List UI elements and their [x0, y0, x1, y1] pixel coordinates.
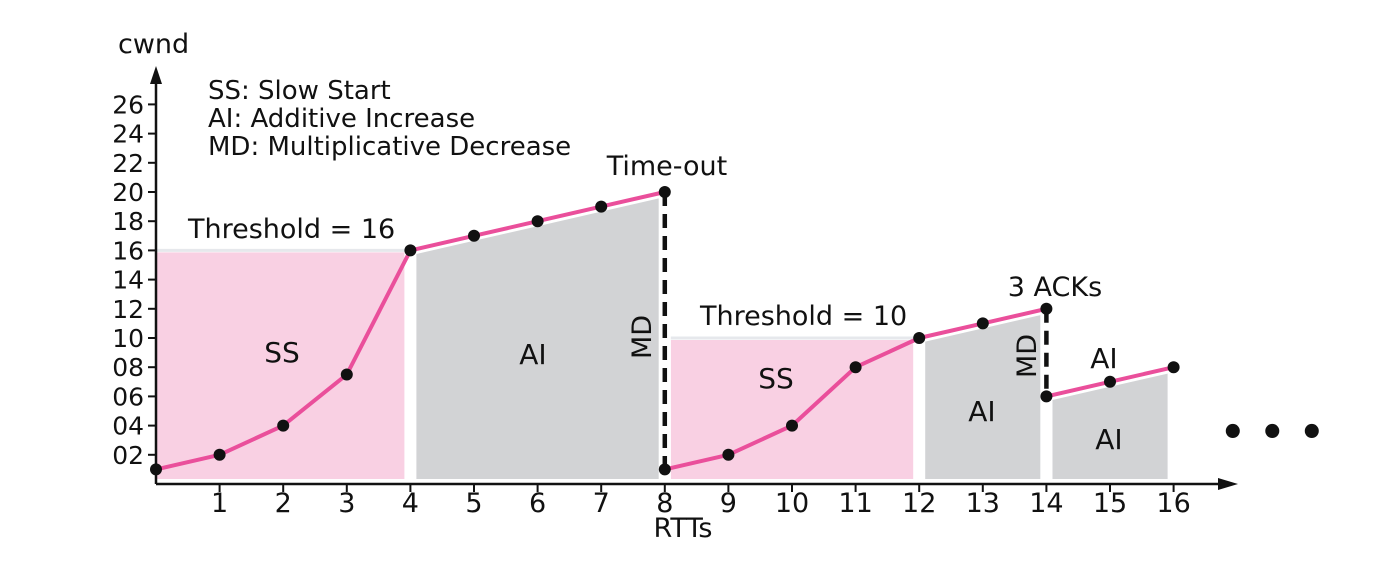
- region-ai-4: [925, 315, 1041, 479]
- phase-regions: [156, 198, 1168, 479]
- y-tick-label-16: 16: [112, 236, 144, 265]
- region-label-ai-extra: AI: [1090, 342, 1117, 375]
- region-label-ai-1: AI: [519, 338, 546, 371]
- x-tick-label-16: 16: [1156, 488, 1190, 519]
- y-tick-label-26: 26: [112, 90, 144, 119]
- threshold-16-label: Threshold = 16: [187, 214, 395, 245]
- cwnd-point-1-0: [150, 463, 162, 476]
- cwnd-point-2-12: [913, 332, 926, 344]
- y-tick-label-4: 04: [112, 412, 144, 441]
- cwnd-point-1-8: [658, 186, 671, 198]
- cwnd-point-2-9: [722, 448, 735, 461]
- region-label-ai-3: AI: [1095, 423, 1122, 456]
- cwnd-points: [150, 186, 1180, 476]
- x-tick-label-1: 1: [211, 488, 228, 519]
- x-tick-label-7: 7: [593, 488, 610, 519]
- cwnd-point-1-6: [531, 215, 544, 228]
- md-label-three-acks: MD: [1012, 334, 1043, 378]
- y-tick-label-22: 22: [112, 149, 144, 178]
- region-label-ss-2: SS: [758, 362, 794, 395]
- y-tick-label-14: 14: [112, 266, 144, 295]
- y-tick-label-20: 20: [112, 178, 144, 207]
- axes: [150, 66, 1238, 490]
- continuation-ellipsis: • • •: [1220, 410, 1325, 456]
- x-tick-label-11: 11: [838, 488, 872, 519]
- x-tick-label-9: 9: [720, 488, 737, 519]
- cwnd-point-3-14: [1040, 390, 1053, 403]
- region-ai-5: [1052, 373, 1168, 479]
- region-ss-1: [156, 252, 405, 479]
- y-tick-label-12: 12: [112, 295, 144, 324]
- cwnd-point-3-15: [1104, 375, 1116, 388]
- region-label-ss-1: SS: [264, 336, 300, 369]
- y-tick-label-6: 06: [112, 382, 144, 411]
- cwnd-point-2-10: [786, 419, 798, 432]
- region-ss-3: [670, 340, 914, 479]
- x-axis-arrow-icon: [1218, 478, 1238, 490]
- x-tick-label-4: 4: [402, 488, 419, 519]
- x-tick-label-12: 12: [902, 488, 936, 519]
- x-tick-label-2: 2: [275, 488, 292, 519]
- y-tick-label-24: 24: [112, 120, 144, 149]
- x-tick-label-5: 5: [465, 488, 482, 519]
- x-tick-label-13: 13: [966, 488, 1000, 519]
- threshold-lines: [156, 248, 920, 340]
- three-acks-label: 3 ACKs: [1008, 272, 1102, 303]
- y-tick-label-10: 10: [112, 324, 144, 353]
- md-label-timeout: MD: [627, 315, 658, 359]
- x-tick-label-14: 14: [1029, 488, 1063, 519]
- region-label-ai-2: AI: [968, 395, 995, 428]
- legend-entry-md: MD: Multiplicative Decrease: [208, 132, 571, 162]
- cwnd-point-1-4: [404, 244, 417, 257]
- x-tick-label-15: 15: [1093, 488, 1127, 519]
- legend-entry-ss: SS: Slow Start: [208, 76, 391, 106]
- y-axis-arrow-icon: [150, 66, 162, 84]
- y-tick-label-18: 18: [112, 207, 144, 236]
- cwnd-point-2-14: [1040, 302, 1053, 315]
- cwnd-point-1-5: [468, 229, 480, 242]
- region-ai-2: [416, 198, 659, 479]
- cwnd-point-1-3: [340, 368, 353, 381]
- y-tick-label-2: 02: [112, 441, 144, 470]
- axis-ticks: 1 2 3 4 5 6 7 8 9 10 11 12 13 14 15 1602040608101214161…: [112, 90, 1191, 519]
- x-tick-label-3: 3: [338, 488, 355, 519]
- y-tick-label-8: 08: [112, 353, 144, 382]
- cwnd-point-1-1: [213, 448, 226, 461]
- cwnd-point-1-2: [277, 419, 290, 432]
- cwnd-point-1-7: [595, 200, 608, 213]
- cwnd-point-3-16: [1167, 361, 1180, 374]
- cwnd-point-2-8: [658, 463, 671, 476]
- x-tick-label-8: 8: [656, 488, 673, 519]
- x-tick-label-6: 6: [529, 488, 546, 519]
- legend: SS: Slow Start AI: Additive Increase MD:…: [208, 76, 571, 162]
- y-axis-title: cwnd: [118, 29, 189, 60]
- timeout-label: Time-out: [606, 151, 728, 182]
- legend-entry-ai: AI: Additive Increase: [208, 104, 475, 134]
- threshold-10-label: Threshold = 10: [699, 301, 907, 332]
- cwnd-point-2-11: [849, 361, 862, 374]
- cwnd-point-2-13: [976, 317, 989, 330]
- x-tick-label-10: 10: [775, 488, 809, 519]
- x-axis-title: RTTs: [654, 513, 713, 544]
